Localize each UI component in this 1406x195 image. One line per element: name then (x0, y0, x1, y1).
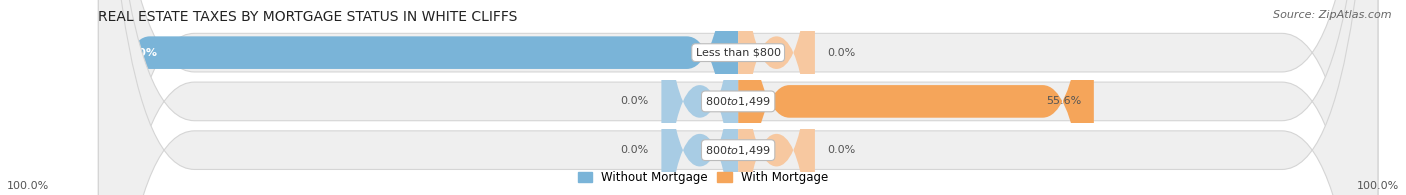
Legend: Without Mortgage, With Mortgage: Without Mortgage, With Mortgage (574, 167, 832, 189)
Text: $800 to $1,499: $800 to $1,499 (706, 144, 770, 157)
Text: REAL ESTATE TAXES BY MORTGAGE STATUS IN WHITE CLIFFS: REAL ESTATE TAXES BY MORTGAGE STATUS IN … (98, 10, 517, 24)
FancyBboxPatch shape (738, 0, 1094, 195)
Text: $800 to $1,499: $800 to $1,499 (706, 95, 770, 108)
FancyBboxPatch shape (661, 0, 738, 195)
Text: Source: ZipAtlas.com: Source: ZipAtlas.com (1274, 10, 1392, 20)
Text: 100.0%: 100.0% (1357, 181, 1399, 191)
FancyBboxPatch shape (98, 0, 1378, 195)
FancyBboxPatch shape (98, 0, 738, 195)
FancyBboxPatch shape (98, 0, 1378, 195)
Text: 55.6%: 55.6% (1046, 96, 1081, 106)
FancyBboxPatch shape (738, 0, 815, 195)
Text: 100.0%: 100.0% (111, 48, 157, 58)
Text: 100.0%: 100.0% (7, 181, 49, 191)
Text: 0.0%: 0.0% (620, 145, 648, 155)
FancyBboxPatch shape (738, 0, 815, 195)
Text: 0.0%: 0.0% (828, 48, 856, 58)
Text: 0.0%: 0.0% (620, 96, 648, 106)
FancyBboxPatch shape (98, 0, 1378, 195)
FancyBboxPatch shape (661, 0, 738, 195)
Text: Less than $800: Less than $800 (696, 48, 780, 58)
Text: 0.0%: 0.0% (828, 145, 856, 155)
